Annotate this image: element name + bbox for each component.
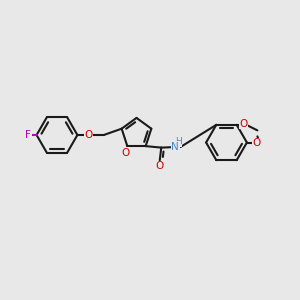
Text: H: H <box>175 137 182 146</box>
Text: F: F <box>25 130 31 140</box>
Text: N: N <box>172 142 179 152</box>
Text: O: O <box>252 138 261 148</box>
Text: O: O <box>122 148 130 158</box>
Text: O: O <box>156 161 164 171</box>
Text: O: O <box>239 118 248 129</box>
Text: O: O <box>85 130 93 140</box>
